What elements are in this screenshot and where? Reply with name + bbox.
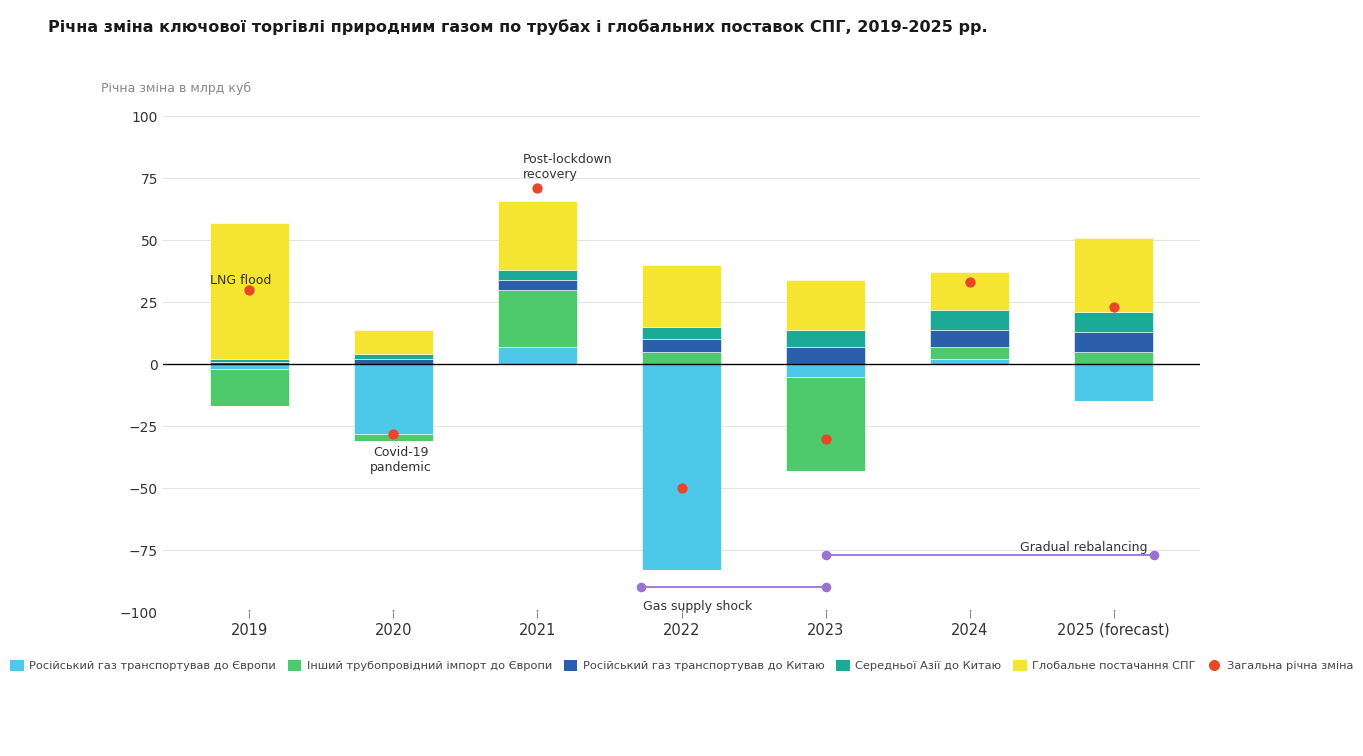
- Bar: [786, 376, 866, 471]
- Bar: [210, 223, 289, 359]
- Point: [671, 482, 692, 494]
- Text: Річна зміна ключової торгівлі природним газом по трубах і глобальних поставок СП: Річна зміна ключової торгівлі природним …: [48, 19, 987, 35]
- Bar: [497, 270, 577, 280]
- Text: Covid-19
pandemic: Covid-19 pandemic: [369, 446, 432, 474]
- Bar: [210, 364, 289, 369]
- Bar: [354, 359, 433, 364]
- Bar: [1074, 364, 1153, 401]
- Bar: [354, 364, 433, 434]
- Text: Річна зміна в млрд куб: Річна зміна в млрд куб: [101, 82, 251, 94]
- Point: [383, 428, 405, 440]
- Bar: [930, 310, 1009, 330]
- Bar: [497, 290, 577, 347]
- Bar: [1074, 332, 1153, 352]
- Bar: [642, 364, 721, 570]
- Bar: [210, 369, 289, 407]
- Bar: [642, 327, 721, 339]
- Point: [526, 182, 548, 194]
- Bar: [1074, 237, 1153, 312]
- Point: [815, 432, 837, 445]
- Bar: [930, 330, 1009, 347]
- Point: [815, 549, 837, 561]
- Bar: [786, 347, 866, 364]
- Bar: [354, 434, 433, 442]
- Bar: [642, 352, 721, 364]
- Bar: [354, 355, 433, 359]
- Bar: [1074, 352, 1153, 364]
- Text: Post-lockdown
recovery: Post-lockdown recovery: [523, 153, 612, 181]
- Bar: [354, 330, 433, 355]
- Bar: [497, 347, 577, 364]
- Bar: [210, 359, 289, 362]
- Bar: [497, 200, 577, 270]
- Bar: [786, 364, 866, 376]
- Bar: [930, 272, 1009, 310]
- Bar: [642, 265, 721, 327]
- Point: [815, 581, 837, 593]
- Point: [630, 581, 652, 593]
- Legend: Російський газ транспортував до Європи, Інший трубопровідний імпорт до Європи, Р: Російський газ транспортував до Європи, …: [5, 656, 1358, 676]
- Point: [958, 277, 980, 289]
- Bar: [786, 280, 866, 330]
- Point: [239, 284, 260, 296]
- Point: [1103, 301, 1124, 313]
- Bar: [930, 347, 1009, 359]
- Text: Gradual rebalancing: Gradual rebalancing: [1020, 541, 1148, 554]
- Text: Gas supply shock: Gas supply shock: [642, 600, 752, 613]
- Text: LNG flood: LNG flood: [210, 274, 271, 287]
- Bar: [930, 359, 1009, 364]
- Bar: [642, 339, 721, 352]
- Bar: [497, 280, 577, 290]
- Bar: [210, 362, 289, 364]
- Bar: [786, 330, 866, 347]
- Point: [1144, 549, 1165, 561]
- Bar: [1074, 312, 1153, 332]
